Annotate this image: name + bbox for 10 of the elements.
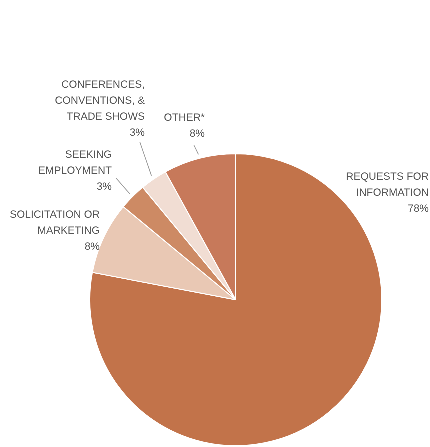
slice-label: CONFERENCES, CONVENTIONS, & TRADE SHOWS [55,79,145,123]
data-label: 3% [130,127,145,139]
slice-label: SOLICITATION OR MARKETING [10,209,100,237]
slice-label: REQUESTS FOR INFORMATION [346,171,430,199]
data-label: 78% [408,203,429,215]
slice-label: OTHER* [164,112,205,124]
data-label: 3% [96,181,112,193]
data-label: 8% [84,241,100,253]
slice-label: SEEKING EMPLOYMENT [38,149,113,177]
data-label: 8% [190,128,205,140]
